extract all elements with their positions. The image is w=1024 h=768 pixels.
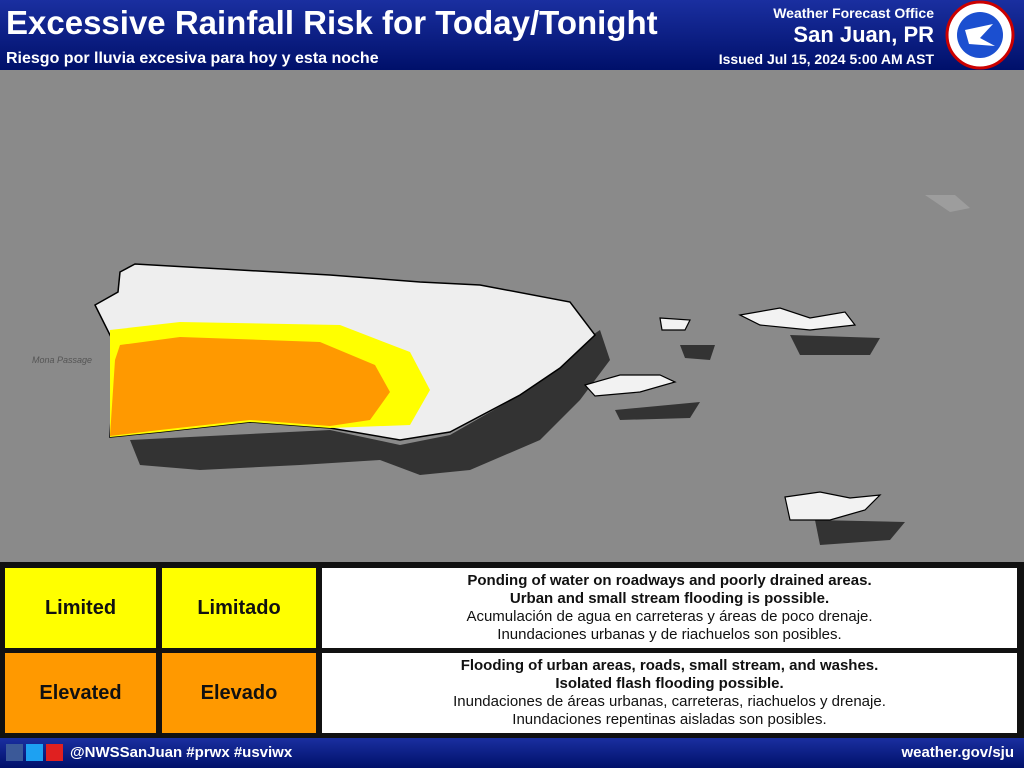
subtitle: Riesgo por lluvia excesiva para hoy y es… bbox=[6, 50, 379, 67]
url: weather.gov/sju bbox=[901, 744, 1014, 761]
description: Flooding of urban areas, roads, small st… bbox=[322, 653, 1017, 733]
description-line: Inundaciones de áreas urbanas, carretera… bbox=[453, 693, 886, 710]
level-es: Limitado bbox=[162, 568, 316, 648]
header: Excessive Rainfall Risk for Today/Tonigh… bbox=[0, 0, 1024, 70]
map: Mona Passage bbox=[32, 195, 970, 545]
office-name: San Juan, PR bbox=[793, 22, 934, 47]
elevated-area bbox=[110, 337, 390, 436]
islands bbox=[583, 307, 882, 521]
level-en: Elevated bbox=[5, 653, 156, 733]
description-line: Isolated flash flooding possible. bbox=[555, 675, 784, 692]
description-line: Inundaciones urbanas y de riachuelos son… bbox=[497, 626, 842, 643]
title: Excessive Rainfall Risk for Today/Tonigh… bbox=[6, 4, 658, 41]
office-label: Weather Forecast Office bbox=[773, 5, 934, 21]
level-en: Limited bbox=[5, 568, 156, 648]
description-line: Urban and small stream flooding is possi… bbox=[509, 590, 830, 607]
issued: Issued Jul 15, 2024 5:00 AM AST bbox=[718, 51, 934, 67]
shadow-land bbox=[130, 330, 905, 545]
description-line: Flooding of urban areas, roads, small st… bbox=[460, 657, 879, 674]
nws-logo bbox=[945, 0, 1015, 70]
social: @NWSSanJuan #prwx #usviwx bbox=[70, 744, 293, 761]
map-label: Mona Passage bbox=[32, 355, 92, 365]
faint-island bbox=[925, 195, 970, 212]
description-line: Ponding of water on roadways and poorly … bbox=[467, 572, 872, 589]
social-icons bbox=[6, 744, 63, 761]
level-es: Elevado bbox=[162, 653, 316, 733]
footer: @NWSSanJuan #prwx #usviwx weather.gov/sj… bbox=[0, 738, 1024, 768]
description-line: Acumulación de agua en carreteras y área… bbox=[466, 608, 873, 625]
description-line: Inundaciones repentinas aisladas son pos… bbox=[512, 711, 827, 728]
legend: Limited Limitado Ponding of water on roadw… bbox=[0, 562, 1024, 738]
description: Ponding of water on roadways and poorly … bbox=[322, 568, 1017, 648]
